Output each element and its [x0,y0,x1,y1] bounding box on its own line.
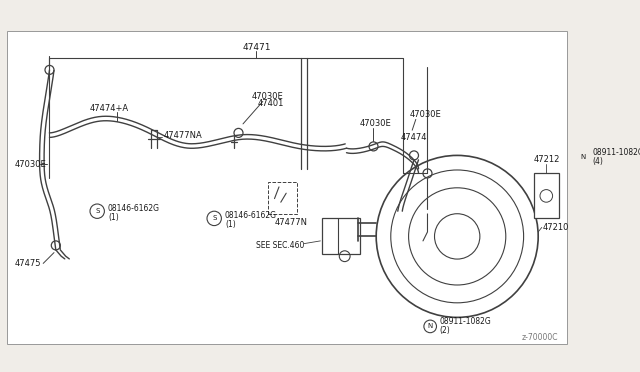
Text: 08146-6162G: 08146-6162G [108,204,160,213]
Text: SEE SEC.460: SEE SEC.460 [256,241,304,250]
Text: 47210: 47210 [543,223,569,232]
Text: 47477NA: 47477NA [164,131,202,140]
Text: S: S [95,208,99,214]
Text: 47477N: 47477N [275,218,307,227]
Text: 47212: 47212 [534,155,560,164]
Text: 47030E: 47030E [14,160,46,169]
Text: N: N [428,323,433,329]
FancyBboxPatch shape [322,218,360,254]
Text: (1): (1) [108,213,119,222]
Text: 08911-1082G: 08911-1082G [592,148,640,157]
Text: (4): (4) [592,157,603,166]
Text: 47471: 47471 [243,43,271,52]
Text: 47401: 47401 [258,99,284,108]
Text: (1): (1) [225,220,236,229]
Bar [268,182,297,214]
Text: 47030E: 47030E [410,110,441,119]
Text: 08146-6162G: 08146-6162G [225,211,277,220]
Text: 47030E: 47030E [252,92,284,102]
Text: S: S [212,215,216,221]
Text: 47474+A: 47474+A [90,104,129,113]
Text: 47475: 47475 [14,259,41,268]
FancyBboxPatch shape [7,31,567,344]
Text: 47474: 47474 [401,133,427,142]
Text: 47030E: 47030E [360,119,392,128]
FancyBboxPatch shape [534,173,559,218]
Text: N: N [580,154,586,160]
Text: z-70000C: z-70000C [522,333,559,342]
Text: (2): (2) [439,326,450,336]
Text: 08911-1082G: 08911-1082G [439,317,491,326]
